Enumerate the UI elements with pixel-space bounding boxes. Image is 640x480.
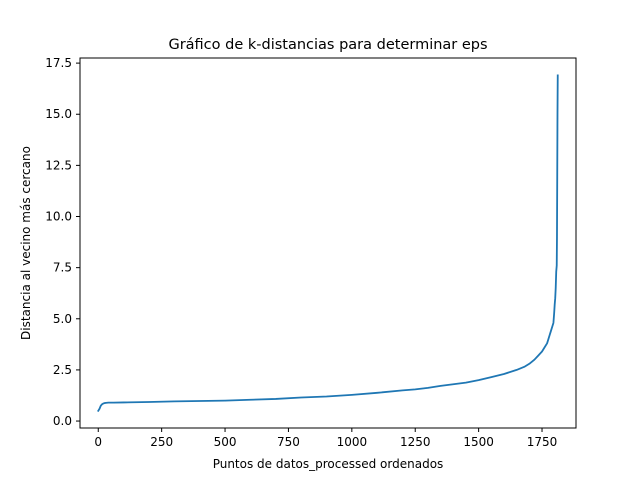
x-tick-label: 1750 — [527, 435, 558, 449]
y-tick-label: 0.0 — [53, 414, 72, 428]
x-tick-label: 750 — [277, 435, 300, 449]
y-tick-label: 2.5 — [53, 363, 72, 377]
text-layer: Gráfico de k-distancias para determinar … — [19, 37, 488, 471]
axes-layer: 0 250 500 750 1000 1250 1500 1750 0.0 2.5 5.0 7.5 10… — [45, 56, 577, 449]
x-tick-label: 250 — [150, 435, 173, 449]
marks-layer — [97, 74, 559, 413]
y-tick-label: 10.0 — [45, 210, 72, 224]
plot-frame — [79, 57, 577, 429]
series-line-0 — [97, 74, 559, 413]
x-tick-label: 1500 — [463, 435, 494, 449]
x-axis-label: Puntos de datos_processed ordenados — [213, 457, 444, 471]
y-tick-label: 15.0 — [45, 107, 72, 121]
y-tick-label: 5.0 — [53, 312, 72, 326]
x-tick-label: 0 — [94, 435, 102, 449]
y-tick-label: 7.5 — [53, 261, 72, 275]
x-tick-label: 1000 — [337, 435, 368, 449]
y-tick-label: 12.5 — [45, 158, 72, 172]
y-tick-label: 17.5 — [45, 56, 72, 70]
x-tick-label: 500 — [214, 435, 237, 449]
chart-title: Gráfico de k-distancias para determinar … — [168, 37, 487, 53]
y-axis-label: Distancia al vecino más cercano — [19, 146, 33, 340]
x-tick-label: 1250 — [400, 435, 431, 449]
